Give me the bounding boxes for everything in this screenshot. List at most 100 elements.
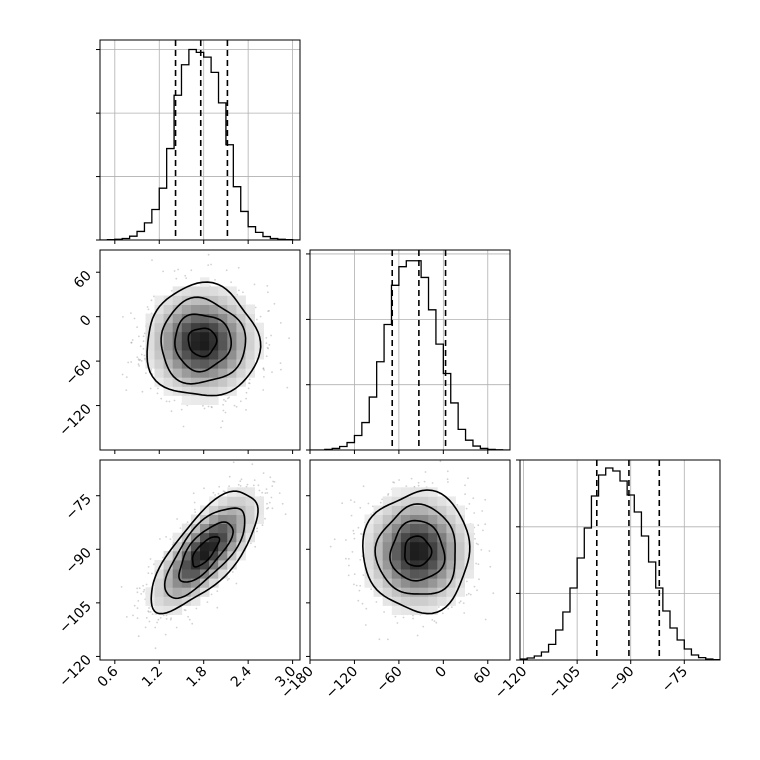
density-bin	[245, 350, 255, 360]
sample-point	[405, 485, 408, 487]
sample-point	[467, 477, 469, 480]
density-bin	[190, 331, 201, 342]
sample-point	[145, 372, 147, 374]
density-bin	[209, 322, 219, 333]
density-bin	[236, 532, 246, 543]
sample-point	[280, 368, 282, 371]
sample-point	[192, 492, 195, 495]
sample-point	[136, 587, 139, 590]
density-bin	[437, 587, 447, 597]
sample-point	[125, 389, 128, 391]
sample-point	[482, 529, 484, 532]
density-bin	[227, 359, 237, 369]
density-bin	[218, 550, 228, 561]
density-bin	[218, 295, 228, 305]
density-bin	[209, 304, 219, 314]
sample-point	[467, 592, 470, 595]
sample-point	[245, 409, 247, 411]
density-bin	[200, 313, 210, 324]
density-bin	[163, 560, 174, 570]
density-bin	[400, 569, 411, 579]
sample-point	[138, 365, 141, 367]
density-bin	[181, 395, 192, 405]
density-bin	[373, 541, 384, 552]
sample-point	[210, 263, 213, 266]
density-bin	[400, 523, 411, 534]
density-bin	[218, 340, 228, 351]
density-bin	[437, 578, 447, 588]
sample-point	[157, 387, 159, 390]
density-bin	[455, 523, 465, 534]
density-bin	[154, 359, 164, 369]
sample-point	[137, 600, 140, 602]
contour-level-2	[160, 296, 247, 385]
density-bin	[181, 523, 192, 534]
sample-point	[186, 521, 189, 523]
density-bin	[154, 350, 164, 360]
density-bin	[446, 541, 456, 552]
histogram-panel-1	[306, 249, 511, 454]
x-tick-label-h2-1: −105	[545, 664, 584, 703]
sample-point	[145, 617, 148, 619]
sample-point	[264, 492, 267, 494]
density-bin	[181, 368, 192, 378]
sample-point	[476, 589, 478, 592]
density-bin	[400, 532, 411, 543]
sample-point	[256, 530, 258, 533]
sample-point	[133, 317, 136, 320]
density-bin	[190, 541, 201, 552]
density-bin	[227, 541, 237, 552]
sample-point	[141, 390, 144, 393]
density-bin	[400, 496, 411, 506]
density-bin	[446, 560, 456, 570]
sample-point	[350, 514, 353, 517]
density-bin	[200, 395, 210, 405]
sample-point	[142, 347, 145, 350]
sample-point	[412, 617, 414, 620]
density-bin	[428, 532, 438, 543]
sample-point	[206, 601, 209, 603]
density-bin	[245, 487, 255, 497]
density-bin	[172, 295, 183, 305]
sample-point	[393, 481, 396, 484]
density-bin	[218, 532, 228, 543]
sample-point	[223, 490, 226, 493]
sample-point	[353, 583, 355, 586]
density-bin	[364, 541, 374, 552]
sample-point	[484, 498, 487, 501]
sample-point	[359, 558, 362, 561]
density-bin	[181, 560, 192, 570]
sample-point	[223, 398, 225, 401]
density-bin	[209, 395, 219, 405]
density-bin	[190, 560, 201, 570]
sample-point	[268, 344, 271, 346]
sample-point	[473, 512, 476, 514]
sample-point	[148, 620, 151, 623]
sample-point	[242, 291, 244, 294]
sample-point	[147, 610, 150, 613]
sample-point	[137, 635, 140, 638]
contour-level-3	[361, 489, 471, 615]
contour-level-2	[163, 507, 246, 600]
density-bin	[382, 550, 393, 561]
density-bin	[218, 350, 228, 360]
density-bin	[200, 331, 210, 342]
density-bin	[391, 560, 402, 570]
contour-level-3	[146, 281, 262, 397]
sample-point	[466, 580, 468, 583]
sample-point	[221, 420, 224, 423]
density-bin	[145, 331, 155, 342]
sample-point	[183, 609, 186, 611]
sample-point	[257, 484, 260, 487]
density-bin	[245, 359, 255, 369]
density-bin	[400, 560, 411, 570]
sample-point	[130, 341, 133, 344]
density-bin	[200, 350, 210, 360]
sample-point	[265, 342, 268, 344]
density-bin	[200, 286, 210, 296]
sample-point	[132, 614, 134, 617]
density-bin	[446, 514, 456, 524]
density-bin	[200, 368, 210, 378]
sample-point	[458, 601, 461, 604]
sample-point	[180, 408, 183, 411]
